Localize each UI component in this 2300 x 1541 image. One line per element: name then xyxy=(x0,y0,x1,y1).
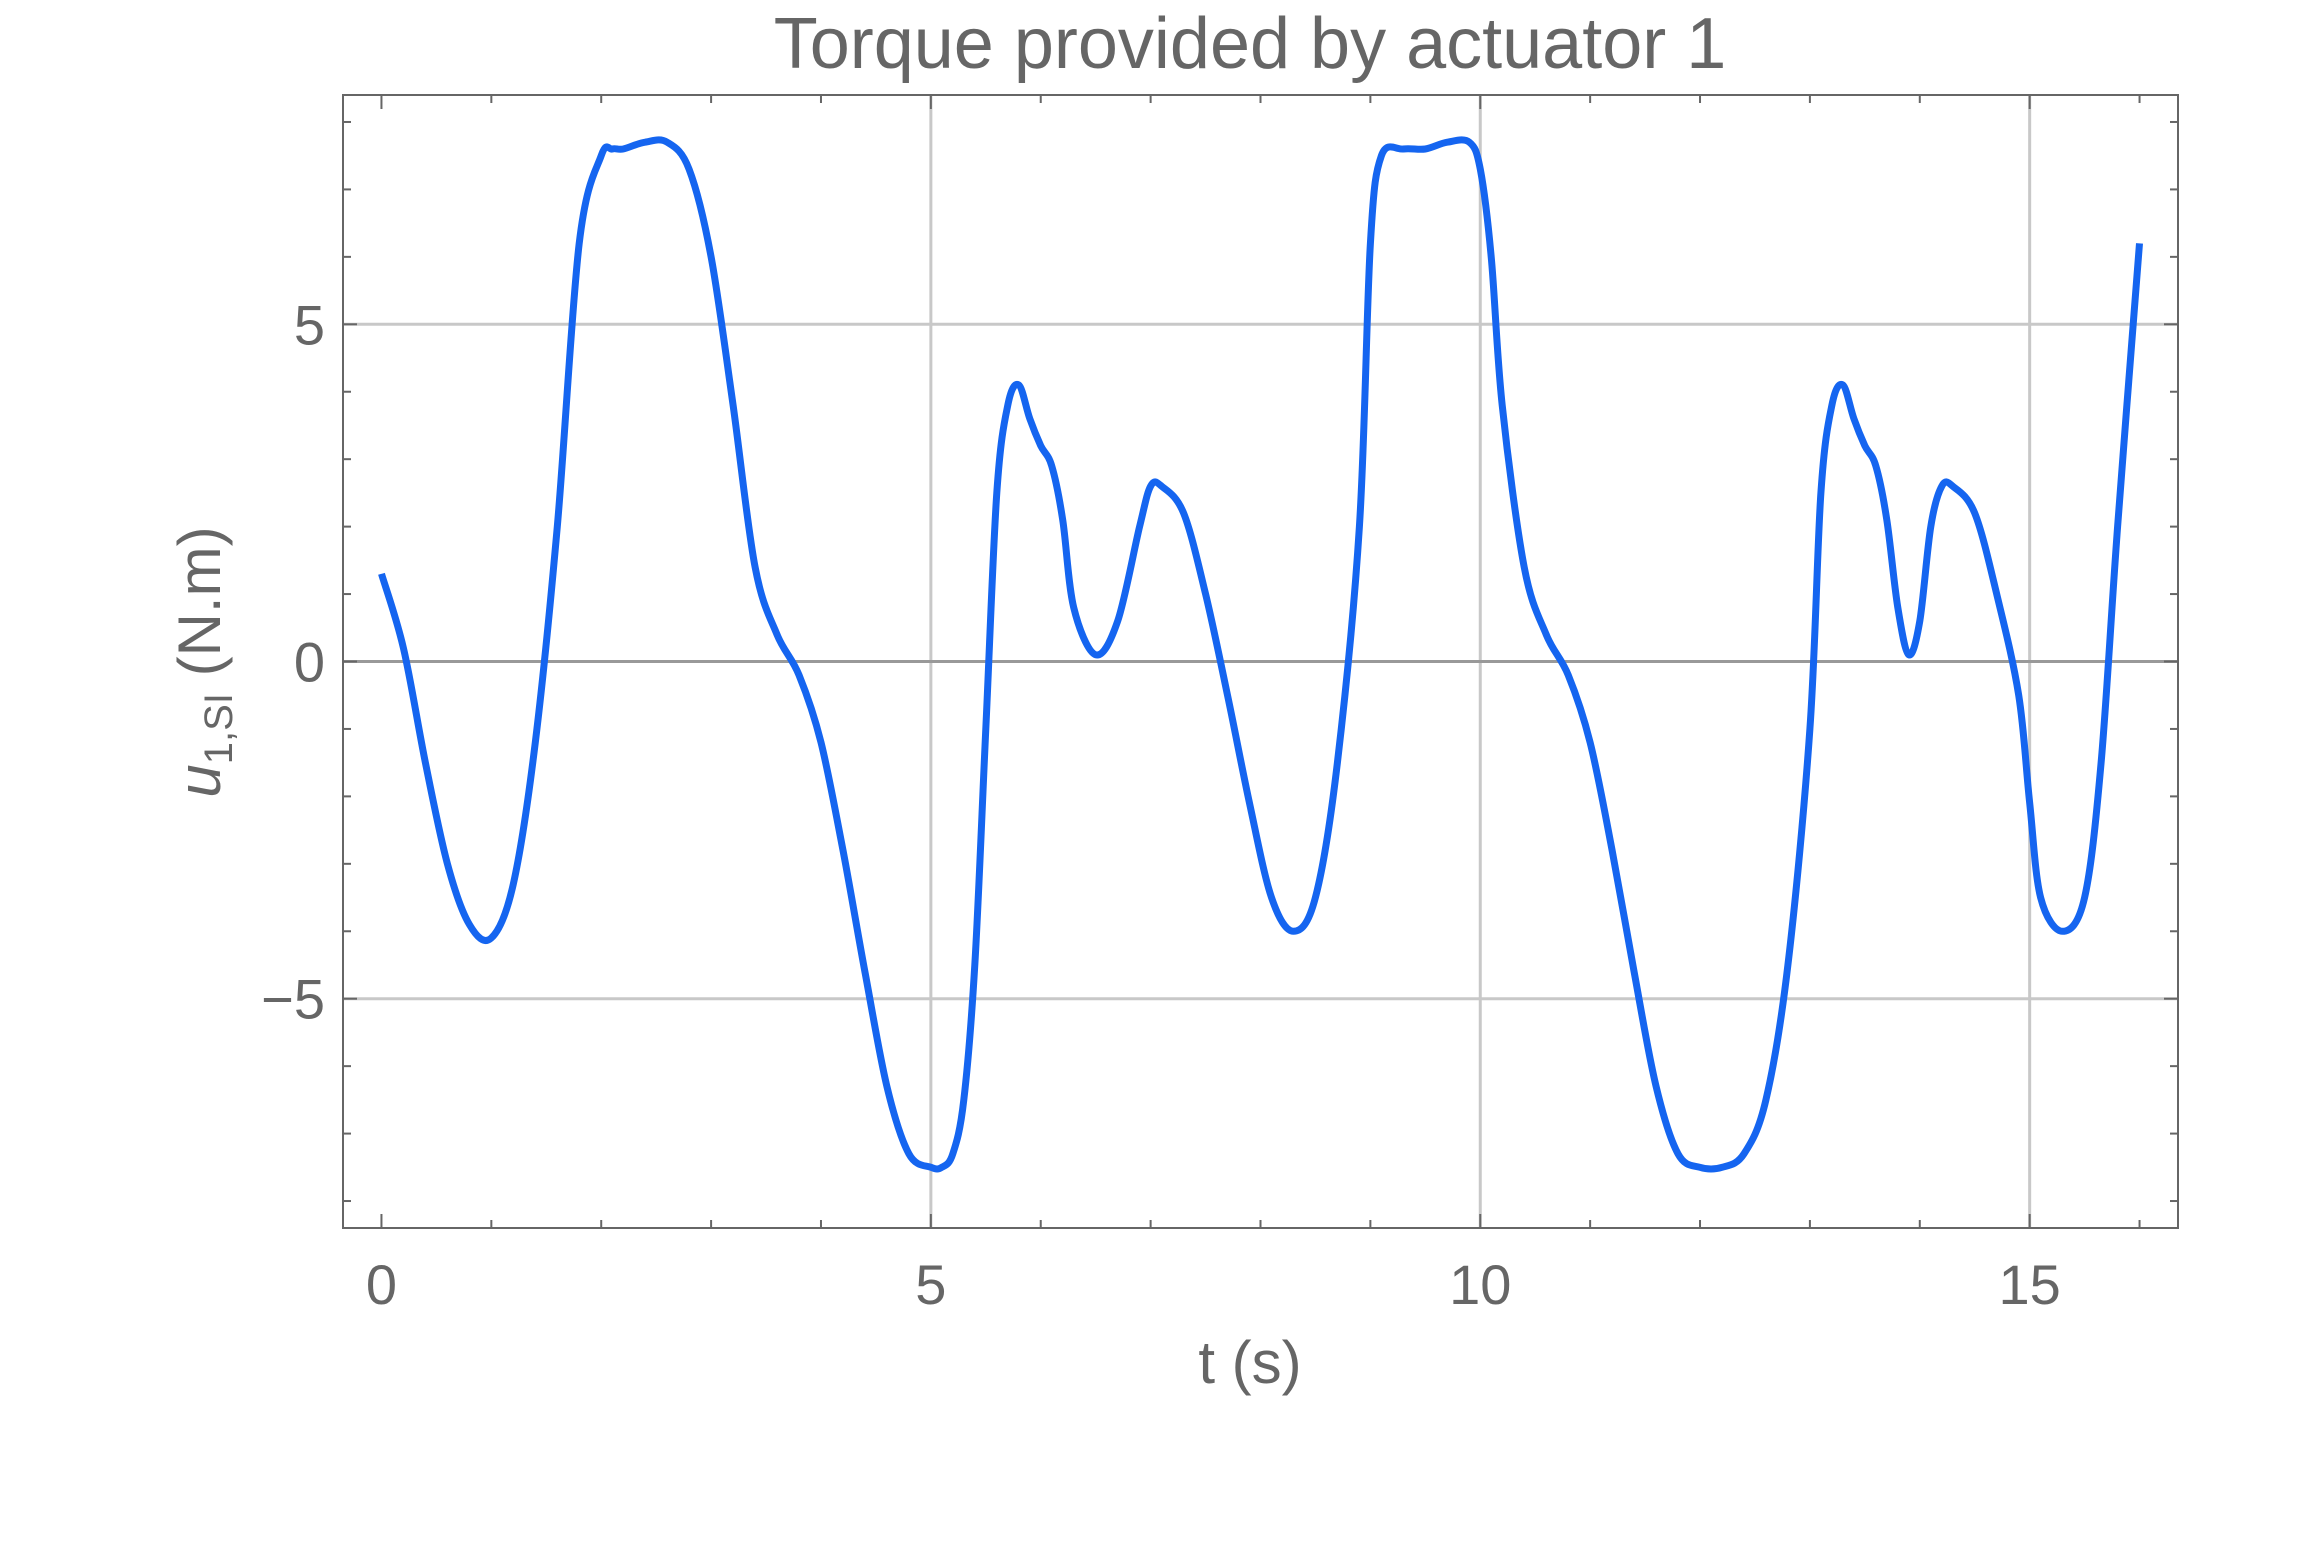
x-tick-labels: 0 5 10 15 xyxy=(366,1253,2061,1316)
x-tick-label: 5 xyxy=(915,1253,946,1316)
y-tick-label: 0 xyxy=(294,631,325,694)
y-tick-labels: −5 0 5 xyxy=(261,293,325,1030)
x-tick-label: 10 xyxy=(1449,1253,1511,1316)
y-axis-label: u1,SI (N.m) xyxy=(166,526,241,797)
y-axis-label-unit: (N.m) xyxy=(166,526,233,693)
series-layer xyxy=(382,140,2140,1169)
y-axis-label-subscript: 1,SI xyxy=(197,693,241,764)
series-line xyxy=(382,140,2140,1169)
y-tick-label: −5 xyxy=(261,968,325,1031)
chart-title: Torque provided by actuator 1 xyxy=(774,4,1727,84)
x-tick-label: 0 xyxy=(366,1253,397,1316)
y-axis-label-base: u xyxy=(166,764,233,797)
x-axis-label: t (s) xyxy=(1198,1329,1301,1396)
x-tick-label: 15 xyxy=(1999,1253,2061,1316)
y-tick-label: 5 xyxy=(294,293,325,356)
